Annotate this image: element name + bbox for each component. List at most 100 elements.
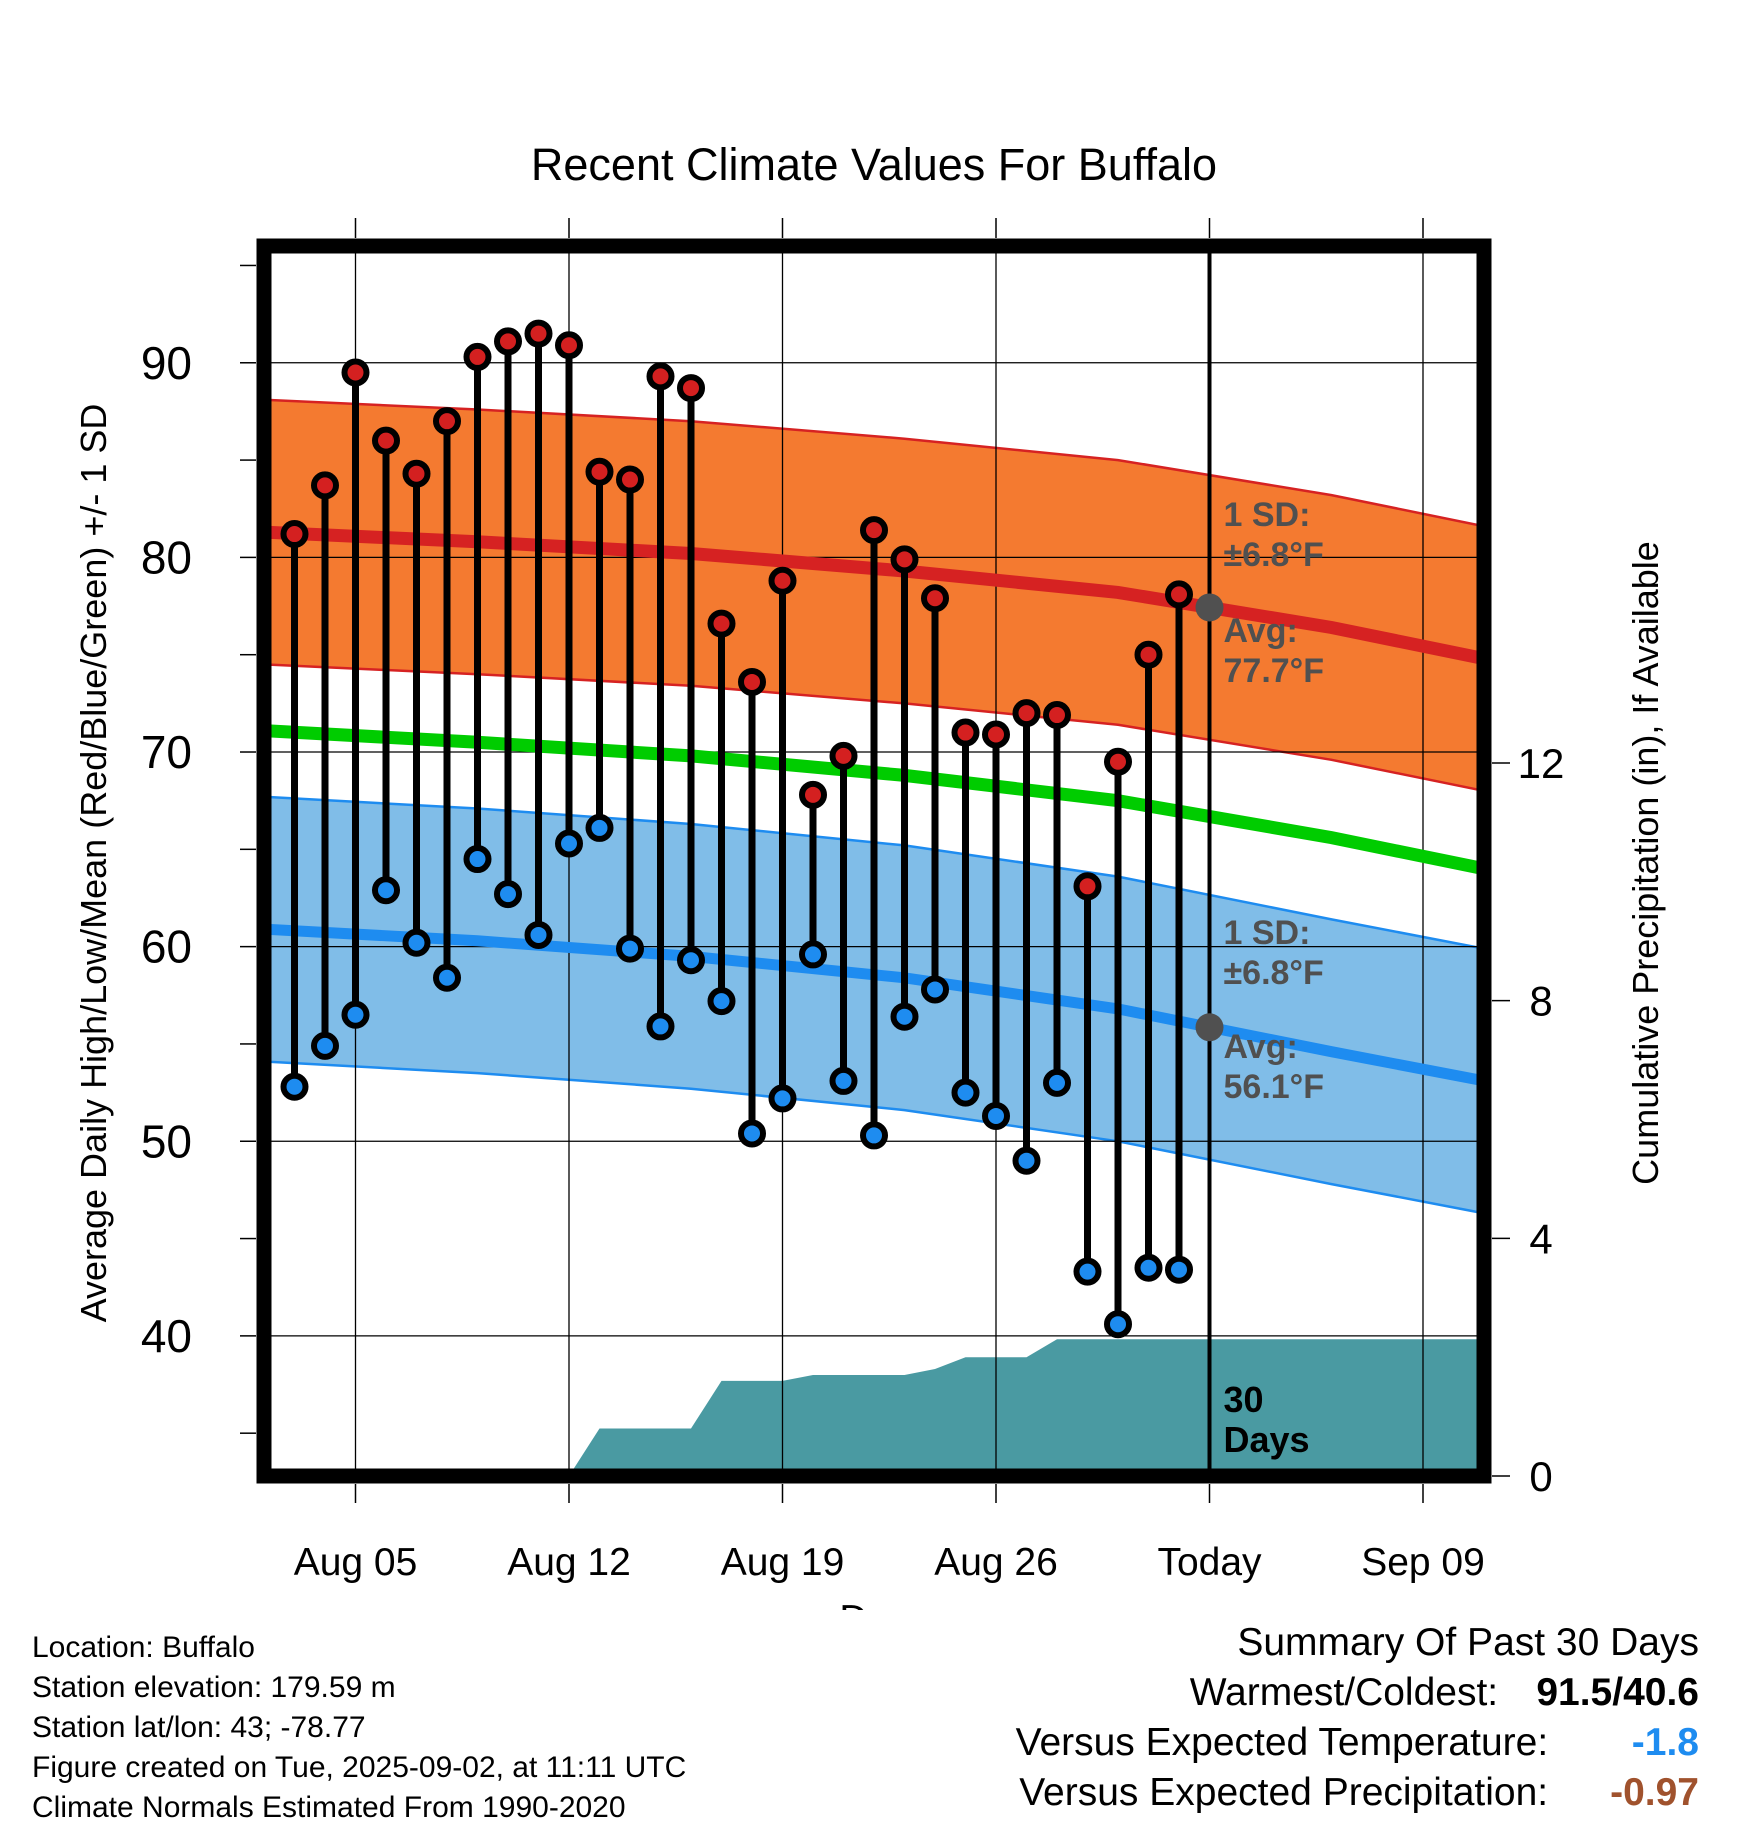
daily-high-point	[1104, 747, 1132, 776]
elevation-text: Station elevation: 179.59 m	[32, 1671, 396, 1704]
y-tick-label: 60	[141, 921, 192, 973]
x-axis-label: Day	[839, 1598, 909, 1610]
daily-high-point	[372, 426, 400, 455]
low-avg-annotation-2: 56.1°F	[1224, 1068, 1325, 1106]
precip-value: -0.97	[1610, 1771, 1699, 1814]
daily-high-point	[951, 718, 980, 747]
daily-low-point	[341, 1000, 370, 1029]
daily-low-point	[707, 987, 736, 1016]
daily-high-point	[829, 741, 858, 770]
daily-low-point	[585, 813, 614, 842]
daily-high-point	[890, 545, 919, 574]
daily-low-point	[463, 845, 492, 874]
warmest-value: 91.5/40.6	[1536, 1671, 1699, 1714]
high-sd-annotation-1: 1 SD:	[1224, 496, 1311, 534]
temp-label: Versus Expected Temperature:	[1015, 1721, 1549, 1764]
summary-title: Summary Of Past 30 Days	[1237, 1621, 1699, 1664]
y2-tick-label: 4	[1529, 1215, 1552, 1262]
daily-high-point	[982, 720, 1010, 749]
plot-frame	[256, 238, 1492, 1484]
daily-low-point	[1043, 1068, 1071, 1097]
location-text: Location: Buffalo	[32, 1631, 255, 1664]
daily-high-point	[646, 362, 675, 391]
daily-high-point	[494, 327, 522, 356]
y-axis-label: Average Daily High/Low/Mean (Red/Blue/Gr…	[73, 404, 114, 1323]
today-avg-high-marker	[1195, 593, 1224, 622]
daily-high-point	[402, 459, 431, 488]
daily-low-point	[1012, 1146, 1041, 1175]
daily-high-point	[311, 471, 339, 500]
y2-tick-label: 0	[1529, 1453, 1552, 1500]
high-avg-annotation-2: 77.7°F	[1224, 652, 1325, 690]
low-sd-annotation-1: 1 SD:	[1224, 914, 1311, 952]
x-tick-label: Sep 09	[1361, 1541, 1485, 1584]
daily-low-point	[1104, 1310, 1132, 1339]
y2-tick-label: 8	[1529, 978, 1552, 1025]
daily-high-point	[1165, 580, 1193, 609]
daily-low-point	[494, 880, 522, 909]
daily-low-point	[951, 1078, 980, 1107]
daily-low-point	[555, 829, 583, 858]
chart-title: Recent Climate Values For Buffalo	[531, 139, 1217, 190]
daily-low-point	[1073, 1257, 1102, 1286]
summary-temp-row: Versus Expected Temperature: -1.8	[1016, 1718, 1699, 1768]
precip-annotation-2: Days	[1224, 1419, 1310, 1460]
normals-text: Climate Normals Estimated From 1990-2020	[32, 1791, 626, 1824]
daily-high-point	[677, 374, 705, 403]
x-tick-label: Aug 19	[721, 1541, 845, 1584]
daily-low-point	[311, 1031, 339, 1060]
daily-low-point	[921, 975, 949, 1004]
x-tick-label: Aug 26	[934, 1541, 1058, 1584]
daily-high-point	[1012, 699, 1041, 728]
daily-low-point	[1165, 1255, 1193, 1284]
temp-value: -1.8	[1631, 1721, 1699, 1764]
daily-low-point	[829, 1066, 858, 1095]
daily-high-point	[707, 609, 736, 638]
daily-high-point	[280, 520, 309, 549]
climate-chart: Recent Climate Values For Buffalo Averag…	[73, 139, 1666, 1610]
daily-high-point	[768, 566, 797, 595]
station-metadata: Location: Buffalo Station elevation: 179…	[32, 1628, 686, 1828]
daily-low-point	[768, 1084, 797, 1113]
created-text: Figure created on Tue, 2025-09-02, at 11…	[32, 1751, 687, 1784]
daily-low-point	[616, 934, 644, 963]
daily-low-point	[982, 1101, 1010, 1130]
low-sd-annotation-2: ±6.8°F	[1224, 954, 1324, 992]
daily-high-point	[463, 342, 492, 371]
daily-low-point	[524, 920, 553, 949]
daily-low-point	[677, 946, 705, 975]
daily-high-point	[1134, 640, 1163, 669]
summary-warmest-row: Warmest/Coldest: 91.5/40.6	[1016, 1668, 1699, 1718]
high-sd-annotation-2: ±6.8°F	[1224, 536, 1324, 574]
daily-low-point	[890, 1002, 919, 1031]
summary-panel: Summary Of Past 30 Days Warmest/Coldest:…	[1016, 1618, 1699, 1818]
daily-high-point	[585, 457, 614, 486]
daily-low-point	[860, 1121, 888, 1150]
daily-low-point	[433, 963, 461, 992]
latlon-text: Station lat/lon: 43; -78.77	[32, 1711, 366, 1744]
daily-high-point	[1073, 872, 1102, 901]
daily-high-point	[433, 407, 461, 436]
y-tick-label: 70	[141, 726, 192, 778]
warmest-label: Warmest/Coldest:	[1189, 1671, 1499, 1714]
daily-high-point	[860, 516, 888, 545]
daily-high-point	[555, 331, 583, 360]
x-tick-label: Aug 12	[507, 1541, 631, 1584]
precip-annotation-1: 30	[1224, 1379, 1264, 1420]
daily-high-point	[799, 780, 827, 809]
x-tick-label: Aug 05	[294, 1541, 418, 1584]
x-tick-label: Today	[1157, 1541, 1262, 1584]
today-avg-low-marker	[1195, 1013, 1224, 1042]
y2-tick-label: 12	[1518, 740, 1565, 787]
precip-area	[569, 1339, 1484, 1476]
y2-axis-label: Cumulative Precipitation (in), If Availa…	[1625, 541, 1666, 1185]
daily-high-point	[524, 319, 553, 348]
precip-label: Versus Expected Precipitation:	[1019, 1771, 1549, 1814]
daily-high-point	[341, 358, 370, 387]
daily-low-point	[1134, 1253, 1163, 1282]
daily-low-point	[799, 940, 827, 969]
daily-high-point	[616, 465, 644, 494]
daily-high-point	[738, 667, 766, 696]
